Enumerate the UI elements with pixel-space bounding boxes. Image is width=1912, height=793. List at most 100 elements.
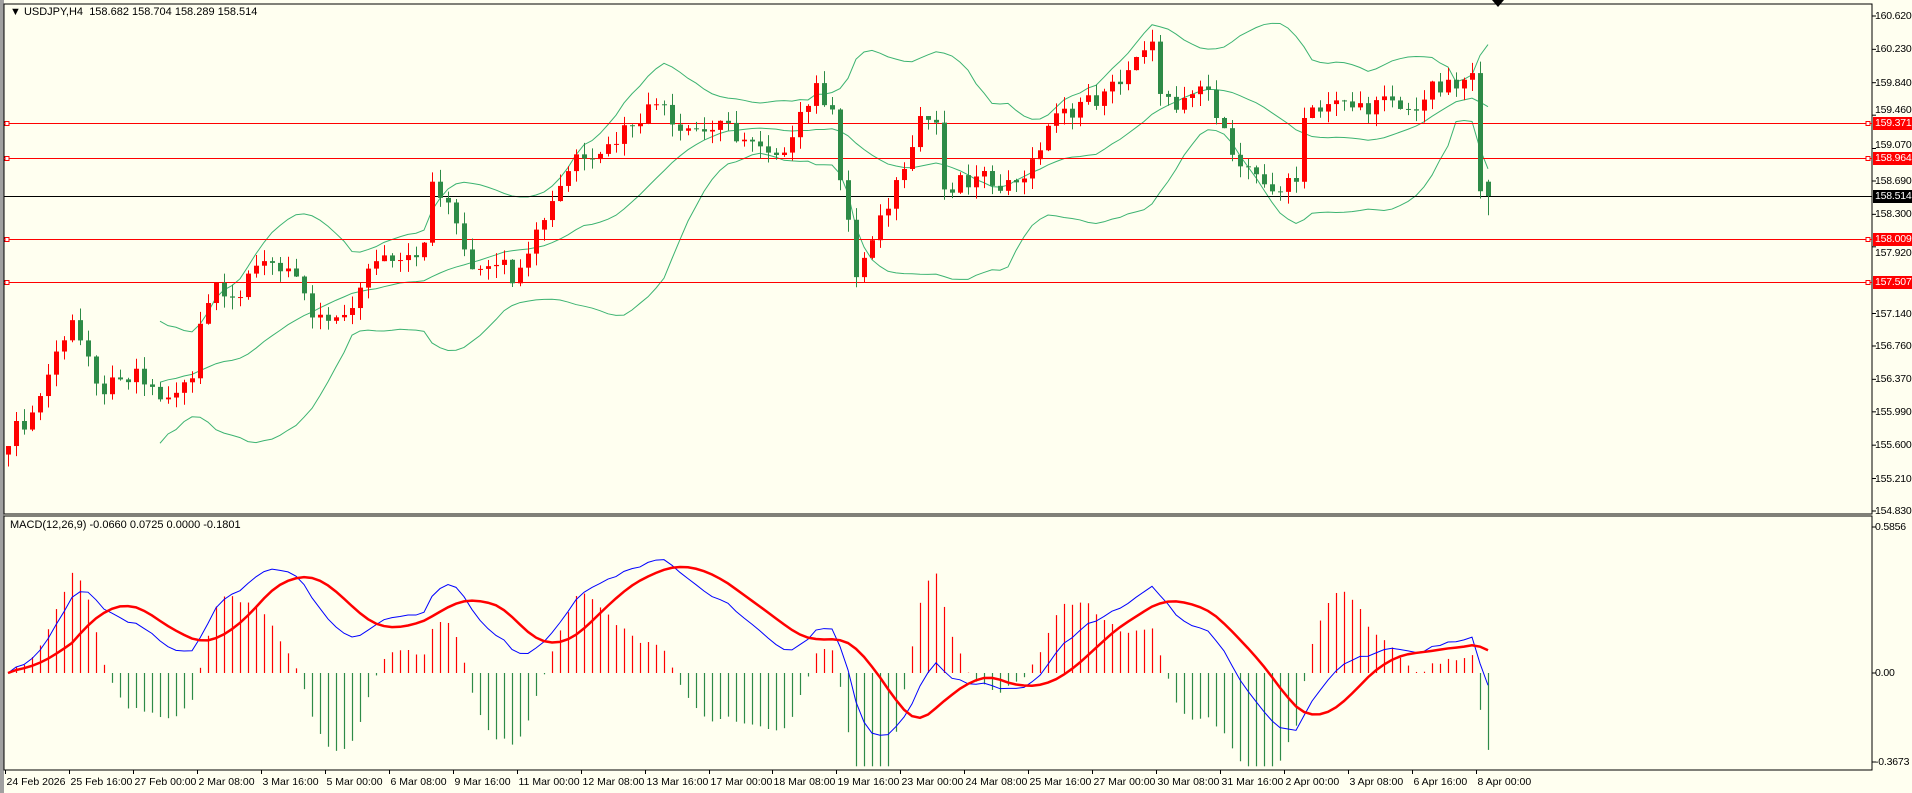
candle — [606, 136, 611, 157]
candle — [1358, 91, 1363, 111]
candle — [150, 379, 155, 396]
candle — [334, 315, 339, 324]
price-line-tag: 158.964 — [1873, 152, 1912, 165]
candle — [302, 275, 307, 301]
price-axis-label: 154.830 — [1875, 505, 1912, 517]
candle — [1254, 165, 1259, 184]
candle — [1190, 90, 1195, 108]
candle-body — [830, 105, 835, 110]
line-anchor-handle — [4, 280, 10, 285]
candle — [870, 236, 875, 260]
candle-body — [1230, 128, 1235, 155]
candle-body — [1294, 178, 1299, 182]
candle-body — [766, 146, 771, 153]
candle-body — [806, 105, 811, 112]
candle — [838, 108, 843, 191]
candle — [1454, 72, 1459, 97]
candle-body — [566, 171, 571, 186]
candle — [574, 149, 579, 182]
candle-body — [1174, 96, 1179, 110]
candle — [342, 304, 347, 321]
candle — [750, 137, 755, 152]
candle-body — [558, 185, 563, 202]
candle — [926, 115, 931, 130]
candle — [830, 97, 835, 115]
candle — [894, 177, 899, 221]
price-axis-label: 159.070 — [1875, 139, 1912, 151]
candle — [694, 121, 699, 132]
candle-body — [1326, 104, 1331, 112]
candle — [94, 355, 99, 396]
candle — [1038, 142, 1043, 165]
candle — [374, 249, 379, 275]
candle — [1230, 119, 1235, 162]
candle-body — [110, 377, 115, 395]
candle — [1334, 91, 1339, 116]
candle-body — [1358, 103, 1363, 108]
candle — [918, 107, 923, 152]
candle — [526, 241, 531, 277]
candle-body — [1254, 167, 1259, 175]
candle — [1430, 80, 1435, 110]
price-axis-label: 155.210 — [1875, 472, 1912, 485]
candle — [766, 135, 771, 163]
candle — [126, 377, 131, 390]
candle-body — [870, 240, 875, 258]
candle-body — [1262, 174, 1267, 185]
candle — [14, 412, 19, 457]
candle — [30, 405, 35, 432]
collapse-triangle-icon[interactable]: ▼ — [10, 6, 21, 18]
candle-body — [526, 253, 531, 268]
candle — [1030, 147, 1035, 189]
candle-body — [598, 153, 603, 160]
candles — [6, 29, 1491, 467]
candle-body — [374, 261, 379, 269]
candle-body — [46, 374, 51, 397]
candle — [670, 93, 675, 137]
candle-body — [838, 109, 843, 181]
candle-body — [1270, 184, 1275, 192]
macd-axis-label: 0.00 — [1875, 667, 1895, 679]
candle — [270, 257, 275, 275]
candle-body — [1406, 108, 1411, 110]
time-axis-label: 19 Mar 16:00 — [837, 776, 900, 788]
candle-body — [1374, 100, 1379, 115]
candle — [1302, 107, 1307, 189]
candle — [1366, 96, 1371, 124]
candle-body — [438, 181, 443, 198]
candle-body — [118, 377, 123, 380]
candle — [1078, 97, 1083, 127]
candle-body — [1110, 81, 1115, 92]
candle — [806, 104, 811, 124]
candle-body — [742, 139, 747, 142]
time-axis-label: 9 Mar 16:00 — [454, 776, 511, 788]
candle-body — [254, 265, 259, 274]
candle — [1350, 92, 1355, 112]
candle-body — [1470, 73, 1475, 80]
candle — [598, 151, 603, 164]
time-axis-label: 17 Mar 00:00 — [710, 776, 773, 788]
candle-body — [1430, 81, 1435, 100]
candle-body — [1070, 108, 1075, 118]
candle — [566, 166, 571, 192]
time-axis-label: 11 Mar 00:00 — [518, 776, 580, 788]
candle — [878, 204, 883, 248]
candle — [1086, 84, 1091, 105]
candle-body — [182, 382, 187, 393]
candle — [1342, 99, 1347, 111]
candle — [398, 252, 403, 272]
candle — [422, 242, 427, 261]
candle-body — [302, 276, 307, 294]
candle-body — [422, 242, 427, 258]
current-price-tag: 158.514 — [1873, 190, 1912, 203]
time-axis-label: 2 Apr 00:00 — [1285, 776, 1340, 788]
time-axis-label: 27 Feb 00:00 — [134, 776, 197, 788]
candle — [734, 110, 739, 143]
candle-body — [1286, 178, 1291, 192]
time-axis-label: 31 Mar 16:00 — [1221, 776, 1284, 788]
candle-body — [166, 397, 171, 400]
candle-body — [1030, 159, 1035, 179]
line-anchor-handle — [1865, 156, 1871, 161]
